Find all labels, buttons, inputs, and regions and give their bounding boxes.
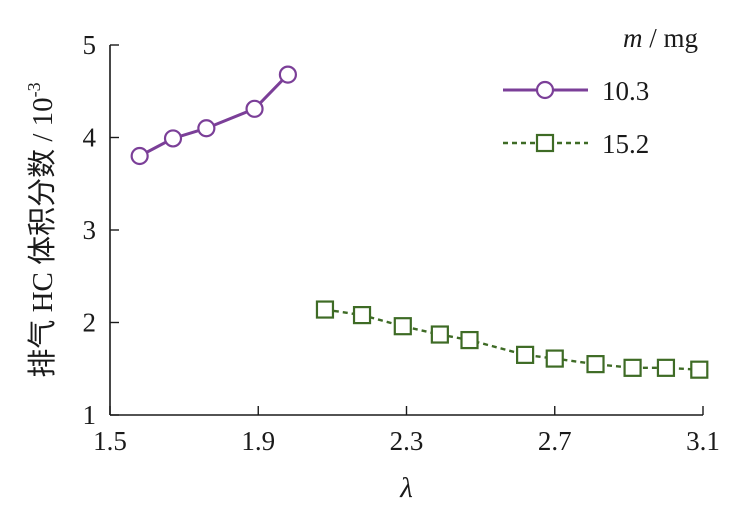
legend-label: 10.3: [602, 76, 649, 106]
data-point: [393, 317, 412, 336]
legend-label: 15.2: [602, 129, 649, 159]
y-tick-label: 4: [83, 123, 97, 153]
x-axis-label: λ: [399, 472, 413, 504]
x-tick-label: 2.3: [390, 426, 424, 456]
x-tick-label: 2.7: [538, 426, 572, 456]
data-point: [430, 325, 449, 344]
legend-entry: 10.3: [503, 76, 649, 106]
data-point: [623, 358, 642, 377]
y-tick-label: 5: [83, 30, 97, 60]
data-point: [197, 119, 216, 138]
legend: m / mg 10.3 15.2: [503, 23, 698, 159]
legend-marker: [535, 80, 555, 100]
y-axis-label-main: 排气 HC 体积分数 / 10: [26, 97, 59, 377]
legend-marker: [535, 133, 555, 153]
data-point: [278, 65, 297, 84]
x-tick-label: 1.9: [241, 426, 275, 456]
series-1: [130, 65, 297, 166]
y-tick-label: 2: [83, 308, 97, 338]
legend-title-unit: / mg: [642, 23, 698, 53]
data-point: [690, 360, 709, 379]
y-axis-label-superscript: -3: [24, 82, 44, 97]
data-point: [130, 146, 149, 166]
data-point: [656, 358, 676, 377]
data-point: [352, 306, 372, 325]
y-axis-label: 排气 HC 体积分数 / 10-3: [24, 82, 59, 377]
data-point: [245, 99, 264, 118]
series-2: [315, 300, 709, 379]
data-point: [515, 345, 535, 364]
data-point: [545, 349, 564, 368]
x-ticks: 1.5 1.9 2.3 2.7 3.1: [93, 406, 720, 456]
x-tick-label: 1.5: [93, 426, 127, 456]
data-point: [163, 129, 183, 148]
series-line: [324, 308, 700, 371]
series-layer: [130, 65, 709, 379]
series-line: [138, 73, 289, 158]
data-point: [460, 330, 479, 350]
y-tick-label: 3: [83, 215, 97, 245]
legend-title-variable: m: [623, 23, 643, 53]
legend-title: m / mg: [623, 23, 698, 53]
y-ticks: 1 2 3 4 5: [83, 30, 119, 430]
data-point: [315, 300, 335, 319]
x-tick-label: 3.1: [686, 426, 720, 456]
data-point: [586, 355, 605, 374]
legend-entry: 15.2: [503, 129, 649, 159]
y-tick-label: 1: [83, 400, 97, 430]
